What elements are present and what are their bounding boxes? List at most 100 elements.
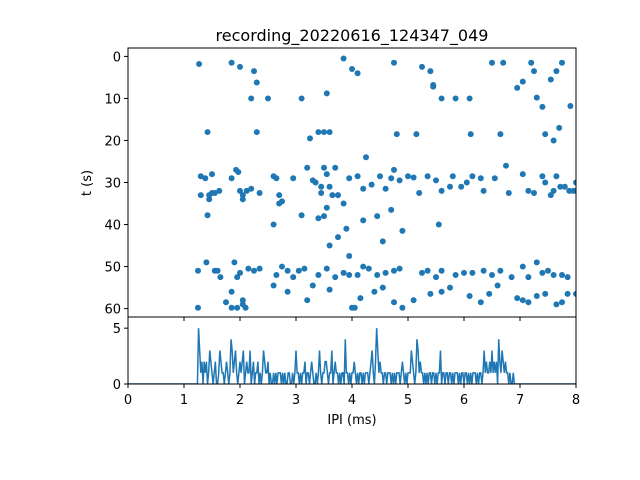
data-point — [374, 213, 381, 220]
data-point — [388, 206, 395, 213]
data-point — [349, 66, 355, 73]
data-point — [561, 183, 568, 190]
data-point — [396, 265, 403, 272]
data-point — [573, 179, 576, 186]
data-point — [542, 290, 549, 297]
data-point — [211, 190, 218, 197]
data-point — [377, 173, 383, 180]
data-point — [424, 267, 431, 274]
data-point — [315, 271, 322, 278]
data-point — [323, 204, 330, 211]
data-point — [329, 192, 336, 199]
data-point — [321, 164, 327, 171]
data-point — [388, 175, 395, 182]
data-point — [427, 68, 434, 75]
data-point — [371, 288, 378, 295]
data-point — [202, 175, 209, 182]
data-point — [253, 129, 260, 136]
data-point — [237, 63, 243, 70]
x-tick-label: 6 — [460, 393, 468, 408]
data-point — [217, 274, 224, 281]
data-point — [525, 187, 532, 194]
data-point — [461, 269, 467, 276]
data-point — [318, 183, 325, 190]
data-point — [547, 76, 554, 83]
data-point — [452, 95, 459, 102]
histogram-line — [128, 328, 576, 384]
data-point — [304, 164, 311, 171]
data-point — [480, 267, 487, 274]
data-point — [480, 187, 487, 194]
data-point — [399, 227, 406, 234]
data-point — [477, 299, 484, 306]
y-tick-label: 20 — [104, 134, 121, 149]
data-point — [326, 183, 333, 190]
data-point — [195, 304, 201, 311]
data-point — [391, 267, 397, 274]
data-point — [491, 175, 498, 182]
data-point — [228, 59, 235, 66]
data-point — [519, 263, 526, 270]
data-point — [466, 292, 473, 299]
data-point — [228, 304, 235, 311]
data-point — [573, 290, 576, 297]
data-point — [231, 259, 238, 266]
data-point — [486, 290, 493, 297]
x-tick-label: 4 — [348, 393, 356, 408]
data-point — [542, 131, 549, 138]
x-tick-label: 5 — [404, 393, 412, 408]
data-point — [514, 295, 521, 302]
x-tick-label: 7 — [516, 393, 524, 408]
data-point — [206, 196, 213, 203]
data-point — [531, 190, 537, 197]
data-point — [550, 137, 557, 144]
data-point — [301, 265, 308, 272]
data-point — [243, 187, 250, 194]
data-point — [290, 274, 297, 281]
scatter-axes: 0 10 20 30 40 50 60 t (s) — [80, 47, 577, 321]
data-point — [419, 269, 425, 276]
data-point — [237, 269, 243, 276]
data-point — [312, 179, 319, 186]
data-point — [435, 221, 442, 228]
data-point — [452, 271, 459, 278]
data-point — [533, 259, 540, 266]
data-point — [332, 274, 339, 281]
data-point — [489, 59, 495, 66]
data-point — [553, 68, 560, 75]
data-point — [256, 190, 263, 197]
data-point — [393, 131, 400, 138]
data-point — [447, 284, 453, 291]
data-point — [284, 267, 291, 274]
data-point — [343, 225, 350, 232]
data-point — [447, 183, 453, 190]
y-axis-label: t (s) — [80, 170, 95, 196]
data-point — [354, 271, 361, 278]
data-point — [514, 84, 521, 91]
y-tick-label: 0 — [113, 50, 121, 65]
x-tick-label: 0 — [124, 393, 132, 408]
data-point — [466, 95, 473, 102]
histogram-x-ticks: 0 1 2 3 4 5 6 7 8 — [124, 384, 580, 408]
data-point — [424, 173, 431, 180]
data-point — [391, 299, 397, 306]
data-point — [251, 68, 257, 75]
data-point — [557, 183, 564, 190]
y-tick-label: 40 — [104, 219, 121, 234]
data-point — [235, 168, 242, 175]
data-point — [195, 267, 201, 274]
data-point — [223, 299, 229, 306]
data-point — [391, 59, 397, 66]
data-point — [528, 59, 535, 66]
data-point — [539, 103, 546, 110]
data-point — [438, 267, 445, 274]
data-point — [564, 274, 571, 281]
x-axis-label: IPI (ms) — [327, 413, 376, 428]
data-point — [323, 90, 330, 97]
x-tick-label: 1 — [180, 393, 188, 408]
data-point — [374, 271, 381, 278]
y-tick-label: 50 — [104, 261, 121, 276]
data-point — [531, 68, 537, 75]
data-point — [326, 129, 333, 136]
data-point — [396, 177, 403, 184]
